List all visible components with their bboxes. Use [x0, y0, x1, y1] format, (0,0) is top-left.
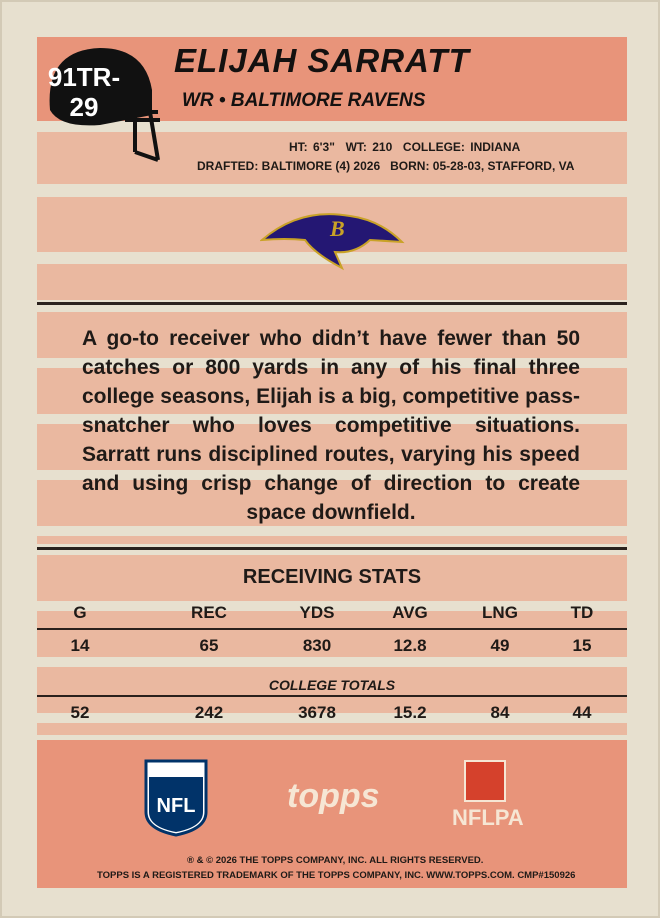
footer-line: ® & © 2026 THE TOPPS COMPANY, INC. ALL R…	[187, 855, 484, 866]
facemask	[120, 110, 160, 162]
card-number: 91TR- 29	[44, 62, 124, 122]
stat-cell: YDS	[299, 603, 335, 622]
bio-text: HT: 6'3"	[289, 140, 335, 154]
topps-logo: topps	[287, 777, 380, 815]
position-team: WR • BALTIMORE RAVENS	[182, 90, 426, 111]
card-number-line: 29	[69, 92, 99, 122]
helmet	[49, 48, 160, 162]
stat-cell: 3678	[298, 703, 336, 722]
nflpa-logo: NFLPA	[452, 805, 524, 830]
stat-cell: 84	[490, 703, 510, 722]
stat-cell: 830	[302, 636, 332, 655]
totals-label: COLLEGE TOTALS	[268, 677, 396, 693]
stat-cell: 49	[490, 636, 510, 655]
bio-text: WT: 210	[345, 140, 393, 154]
divider	[37, 302, 627, 305]
stripe	[37, 264, 627, 300]
team-logo: B	[260, 213, 405, 271]
bio-line: DRAFTED: BALTIMORE (4) 2026 BORN: 05-28-…	[197, 159, 574, 173]
stat-cell: G	[73, 603, 87, 622]
stat-cell: 65	[199, 636, 219, 655]
player-name: ELIJAH SARRATT	[174, 42, 470, 79]
stat-cell: AVG	[392, 603, 428, 622]
bio-text: COLLEGE: INDIANA	[402, 140, 521, 154]
description: A go-to receiver who didn’t have fewer t…	[82, 327, 580, 524]
bio-text: DRAFTED: BALTIMORE (4) 2026	[197, 159, 381, 173]
footer-band	[37, 740, 627, 888]
helmet-shell	[49, 48, 153, 126]
nflpa-icon	[464, 760, 506, 802]
bio-text: BORN: 05-28-03, STAFFORD, VA	[390, 159, 575, 173]
stat-cell: 14	[70, 636, 90, 655]
raven	[260, 213, 405, 271]
stat-cell: 44	[572, 703, 592, 722]
divider	[37, 628, 627, 630]
stat-cell: TD	[570, 603, 594, 622]
divider	[37, 695, 627, 697]
stat-cell: 15.2	[393, 703, 427, 722]
stat-cell: 242	[194, 703, 224, 722]
nfl-text: NFL	[157, 795, 196, 817]
stat-cell: REC	[191, 603, 227, 622]
footer-line: TOPPS IS A REGISTERED TRADEMARK OF THE T…	[97, 870, 576, 881]
shield-body	[149, 777, 203, 832]
divider	[37, 547, 627, 550]
nfl-logo: NFL	[144, 759, 208, 837]
stat-cell: LNG	[482, 603, 518, 622]
stats-title: RECEIVING STATS	[242, 566, 422, 588]
bio-line: HT: 6'3" WT: 210 COLLEGE: INDIANA	[289, 140, 520, 154]
stripe	[37, 555, 627, 735]
stat-cell: 12.8	[393, 636, 427, 655]
card-number-line: 91TR-	[47, 62, 121, 92]
stripe	[37, 312, 627, 544]
stat-cell: 15	[572, 636, 592, 655]
stat-cell: 52	[70, 703, 90, 722]
logo-letter: B	[329, 216, 345, 241]
